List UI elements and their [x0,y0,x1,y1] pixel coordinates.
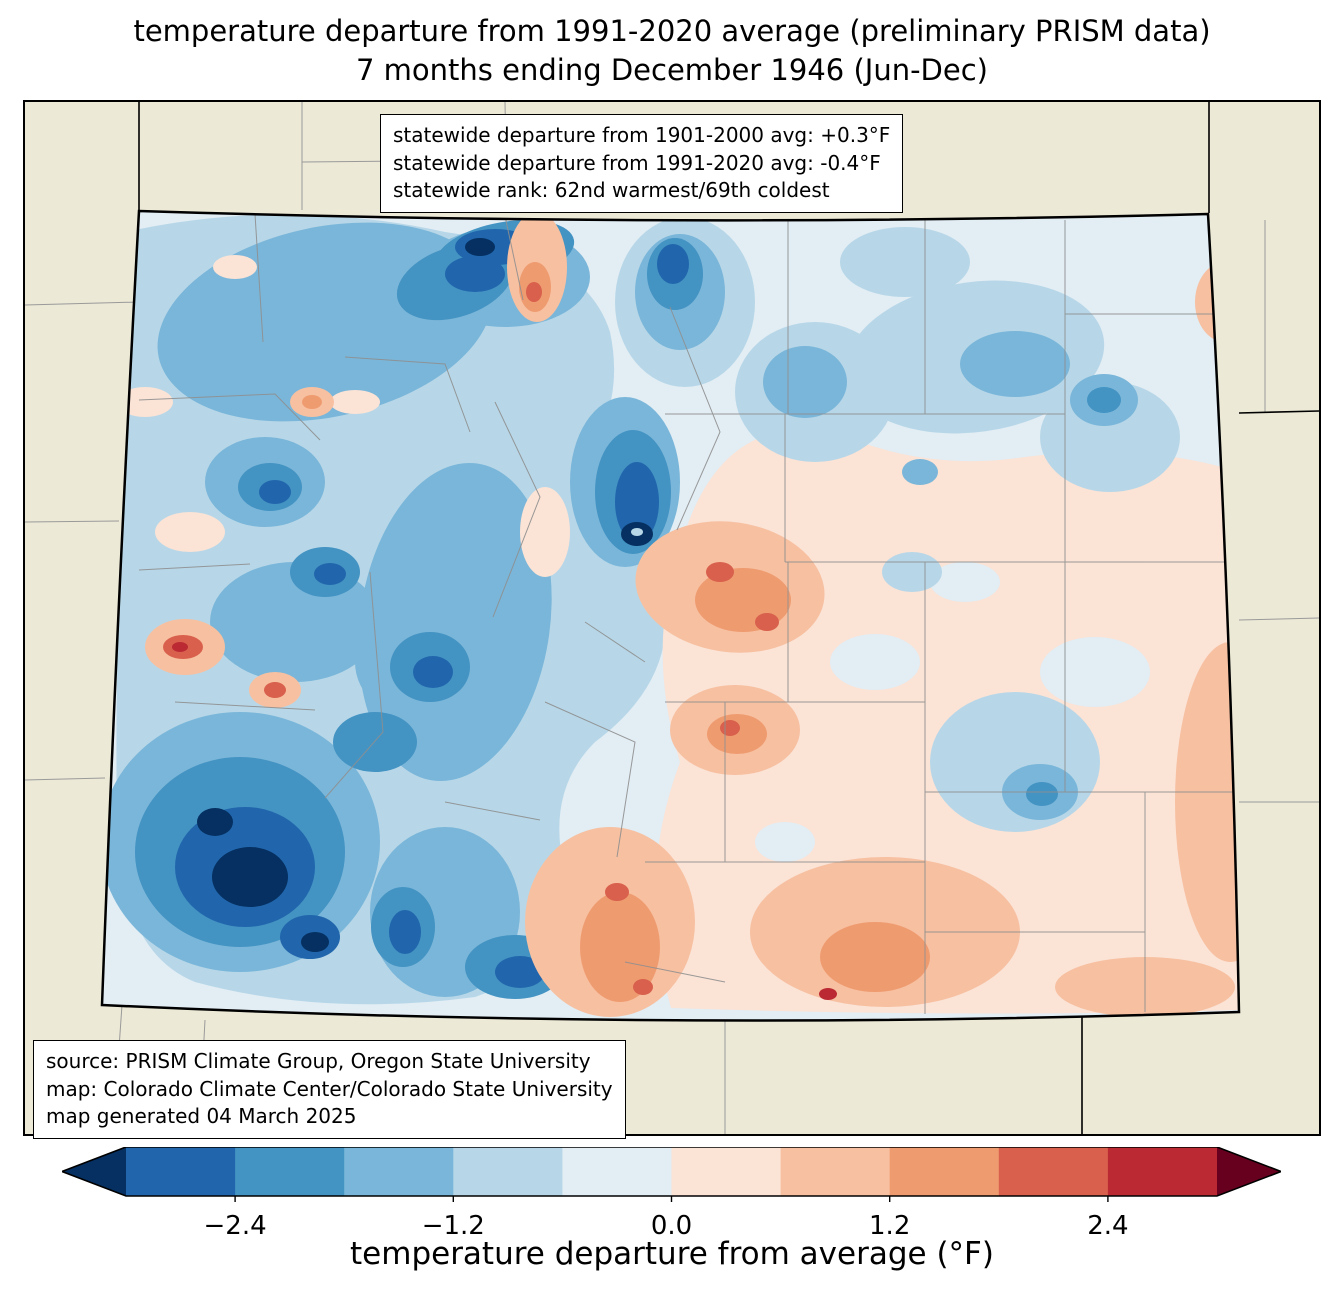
colorbar-tick-label: 0.0 [651,1211,692,1241]
title-line-2: 7 months ending December 1946 (Jun-Dec) [356,53,988,87]
title-line-1: temperature departure from 1991-2020 ave… [133,14,1211,48]
info-line: statewide rank: 62nd warmest/69th coldes… [393,178,830,203]
colorbar-tick-label: 2.4 [1087,1211,1128,1241]
colorbar-outline [59,1146,1284,1197]
info-line: source: PRISM Climate Group, Oregon Stat… [46,1049,591,1073]
colorbar-arrow-right [1217,1147,1281,1196]
info-line: statewide departure from 1991-2020 avg: … [393,150,881,175]
info-line: map generated 04 March 2025 [46,1104,357,1129]
colorbar-tick-label: −1.2 [422,1211,485,1241]
map-axes: statewide departure from 1901-2000 avg: … [23,100,1321,1139]
county-lines [138,213,1239,1014]
colorbar-segment [453,1147,563,1196]
colorbar-svg: −2.4 −1.2 0.0 1.2 2.4 [59,1146,1284,1241]
info-line: statewide departure from 1901-2000 avg: … [393,123,891,147]
colorbar-segment [671,1147,782,1196]
colorbar-segment [562,1147,673,1196]
colorbar-segment [344,1147,454,1196]
colorbar-segment [998,1147,1109,1196]
colorbar-segment [126,1147,236,1196]
colorbar-segment [889,1147,1000,1196]
neighbor-state-borders [138,102,1319,1134]
colorado-map [25,102,1319,1134]
colorbar-tick-label: 1.2 [869,1211,910,1241]
figure-title: temperature departure from 1991-2020 ave… [0,12,1344,90]
temperature-field [102,211,1239,1021]
colorbar: −2.4 −1.2 0.0 1.2 2.4 [59,1146,1284,1247]
state-border [100,209,1241,1022]
colorbar-segment [780,1147,891,1196]
stats-box: statewide departure from 1901-2000 avg: … [380,114,904,213]
colorbar-tick-label: −2.4 [204,1211,267,1241]
colorbar-segment [235,1147,345,1196]
colorbar-arrow-left [62,1147,126,1196]
colorbar-segment [1107,1147,1218,1196]
source-box: source: PRISM Climate Group, Oregon Stat… [33,1040,626,1139]
colorbar-label: temperature departure from average (°F) [350,1236,994,1272]
info-line: map: Colorado Climate Center/Colorado St… [46,1076,613,1101]
